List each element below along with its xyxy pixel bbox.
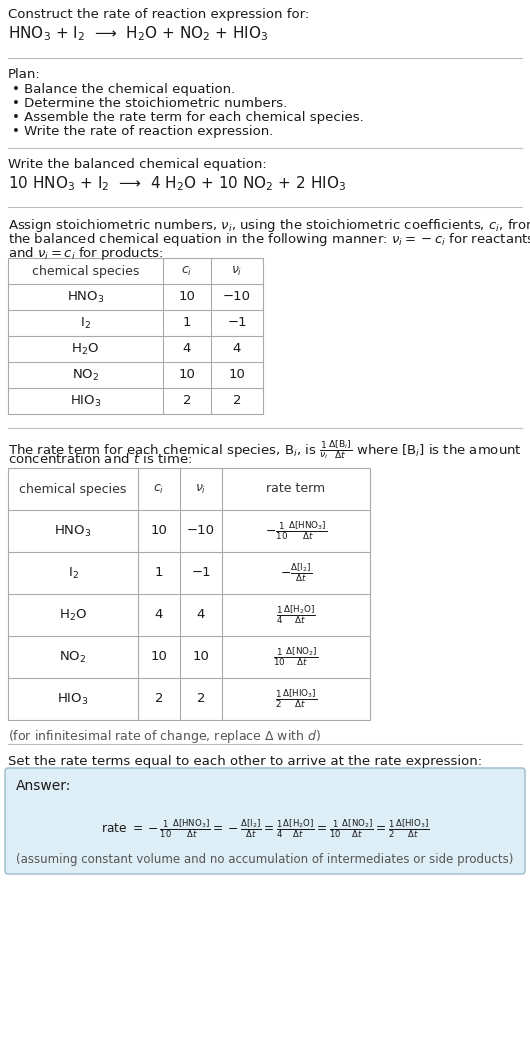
Text: $\frac{1}{10}\frac{\Delta[\mathrm{NO_2}]}{\Delta t}$: $\frac{1}{10}\frac{\Delta[\mathrm{NO_2}]… <box>273 645 319 668</box>
Text: • Determine the stoichiometric numbers.: • Determine the stoichiometric numbers. <box>12 97 287 110</box>
Text: chemical species: chemical species <box>32 265 139 277</box>
Text: −1: −1 <box>191 567 211 579</box>
Text: −10: −10 <box>223 291 251 303</box>
Text: • Assemble the rate term for each chemical species.: • Assemble the rate term for each chemic… <box>12 111 364 124</box>
Text: $c_i$: $c_i$ <box>153 482 165 496</box>
Text: Plan:: Plan: <box>8 68 41 81</box>
Text: HNO$_3$: HNO$_3$ <box>67 290 104 304</box>
Text: 10: 10 <box>228 368 245 382</box>
Text: 2: 2 <box>233 394 241 408</box>
Text: HIO$_3$: HIO$_3$ <box>57 691 89 706</box>
Bar <box>8 258 263 414</box>
Text: 4: 4 <box>155 609 163 621</box>
Text: H$_2$O: H$_2$O <box>72 341 100 357</box>
Text: NO$_2$: NO$_2$ <box>72 367 99 383</box>
Text: Write the balanced chemical equation:: Write the balanced chemical equation: <box>8 158 267 170</box>
Text: 1: 1 <box>155 567 163 579</box>
Text: The rate term for each chemical species, B$_i$, is $\frac{1}{\nu_i}\frac{\Delta[: The rate term for each chemical species,… <box>8 438 522 461</box>
Text: $\nu_i$: $\nu_i$ <box>231 265 243 277</box>
Text: HNO$_3$: HNO$_3$ <box>54 523 92 539</box>
Text: 10: 10 <box>179 291 196 303</box>
Text: 10: 10 <box>179 368 196 382</box>
Text: concentration and $t$ is time:: concentration and $t$ is time: <box>8 452 192 467</box>
Text: 2: 2 <box>155 692 163 705</box>
Text: rate term: rate term <box>267 482 325 496</box>
Text: I$_2$: I$_2$ <box>67 566 78 581</box>
Text: $c_i$: $c_i$ <box>181 265 192 277</box>
Text: $\frac{1}{4}\frac{\Delta[\mathrm{H_2O}]}{\Delta t}$: $\frac{1}{4}\frac{\Delta[\mathrm{H_2O}]}… <box>276 604 316 627</box>
Text: Construct the rate of reaction expression for:: Construct the rate of reaction expressio… <box>8 8 309 21</box>
Text: Answer:: Answer: <box>16 779 72 793</box>
Text: rate $= -\frac{1}{10}\frac{\Delta[\mathrm{HNO_3}]}{\Delta t} = -\frac{\Delta[\ma: rate $= -\frac{1}{10}\frac{\Delta[\mathr… <box>101 818 429 840</box>
Text: (assuming constant volume and no accumulation of intermediates or side products): (assuming constant volume and no accumul… <box>16 852 514 866</box>
Text: I$_2$: I$_2$ <box>80 316 91 331</box>
Text: 10: 10 <box>151 651 167 663</box>
Bar <box>8 468 370 720</box>
Text: H$_2$O: H$_2$O <box>59 608 87 622</box>
Text: HIO$_3$: HIO$_3$ <box>70 393 101 409</box>
Text: • Write the rate of reaction expression.: • Write the rate of reaction expression. <box>12 126 273 138</box>
Text: −1: −1 <box>227 317 247 329</box>
Text: Set the rate terms equal to each other to arrive at the rate expression:: Set the rate terms equal to each other t… <box>8 755 482 768</box>
Text: 10 HNO$_3$ + I$_2$  ⟶  4 H$_2$O + 10 NO$_2$ + 2 HIO$_3$: 10 HNO$_3$ + I$_2$ ⟶ 4 H$_2$O + 10 NO$_2… <box>8 174 346 192</box>
Text: 4: 4 <box>197 609 205 621</box>
Text: (for infinitesimal rate of change, replace Δ with $d$): (for infinitesimal rate of change, repla… <box>8 728 321 745</box>
Text: 1: 1 <box>183 317 191 329</box>
FancyBboxPatch shape <box>5 768 525 874</box>
Text: 2: 2 <box>183 394 191 408</box>
Text: NO$_2$: NO$_2$ <box>59 650 87 664</box>
Text: $-\frac{1}{10}\frac{\Delta[\mathrm{HNO_3}]}{\Delta t}$: $-\frac{1}{10}\frac{\Delta[\mathrm{HNO_3… <box>265 520 327 542</box>
Text: and $\nu_i = c_i$ for products:: and $\nu_i = c_i$ for products: <box>8 245 164 262</box>
Text: chemical species: chemical species <box>19 482 127 496</box>
Text: $\frac{1}{2}\frac{\Delta[\mathrm{HIO_3}]}{\Delta t}$: $\frac{1}{2}\frac{\Delta[\mathrm{HIO_3}]… <box>275 687 317 710</box>
Text: HNO$_3$ + I$_2$  ⟶  H$_2$O + NO$_2$ + HIO$_3$: HNO$_3$ + I$_2$ ⟶ H$_2$O + NO$_2$ + HIO$… <box>8 24 269 43</box>
Text: −10: −10 <box>187 524 215 538</box>
Text: $\nu_i$: $\nu_i$ <box>196 482 207 496</box>
Text: 10: 10 <box>192 651 209 663</box>
Text: 4: 4 <box>183 342 191 356</box>
Text: 2: 2 <box>197 692 205 705</box>
Text: • Balance the chemical equation.: • Balance the chemical equation. <box>12 83 235 96</box>
Text: Assign stoichiometric numbers, $\nu_i$, using the stoichiometric coefficients, $: Assign stoichiometric numbers, $\nu_i$, … <box>8 217 530 234</box>
Text: the balanced chemical equation in the following manner: $\nu_i = -c_i$ for react: the balanced chemical equation in the fo… <box>8 231 530 248</box>
Text: $-\frac{\Delta[\mathrm{I_2}]}{\Delta t}$: $-\frac{\Delta[\mathrm{I_2}]}{\Delta t}$ <box>280 562 312 585</box>
Text: 4: 4 <box>233 342 241 356</box>
Text: 10: 10 <box>151 524 167 538</box>
